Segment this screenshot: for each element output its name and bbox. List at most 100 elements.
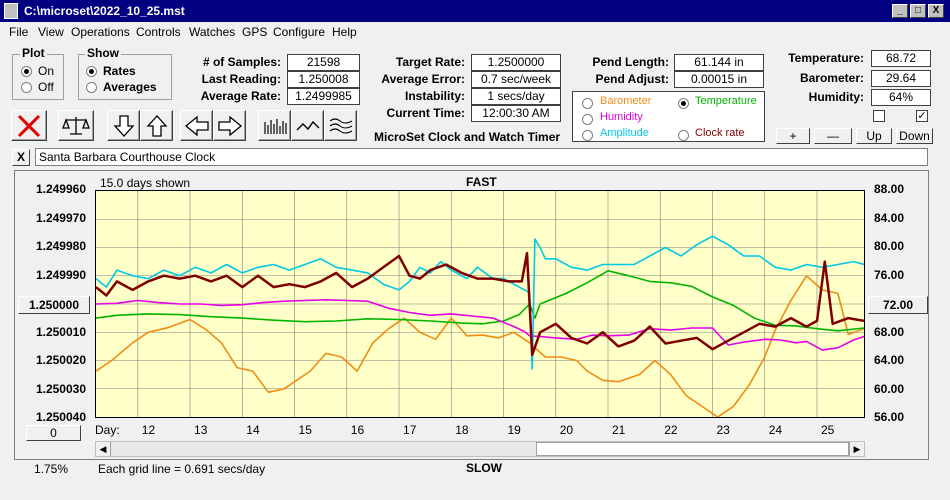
menu-watches[interactable]: Watches [189,25,236,39]
bar-plot-button[interactable] [258,110,291,141]
barometer-label: Barometer: [799,71,864,85]
bar-chart-icon [264,119,287,134]
line-chart-icon [296,120,320,131]
day-axis-label: Day: [95,423,120,437]
balance-button[interactable] [58,110,94,141]
right-arrow-button[interactable] [213,110,246,141]
scale-plus-button[interactable]: + [776,128,810,144]
x-axis-tick: 15 [298,423,312,437]
maximize-button[interactable]: □ [910,4,926,18]
menu-file[interactable]: File [9,25,29,39]
series-barometer [95,275,865,418]
x-axis-tick: 17 [403,423,417,437]
scale-minus-button[interactable]: — [814,128,852,144]
watch-name-field[interactable]: Santa Barbara Courthouse Clock [35,148,928,166]
wave-plot-button[interactable] [324,110,357,141]
scale-down-button[interactable]: Down [896,128,933,144]
close-button[interactable]: X [928,4,944,18]
slow-label: SLOW [466,461,502,475]
x-axis-tick: 21 [612,423,626,437]
pend-length-value: 61.144 in [674,54,764,71]
menu-gps[interactable]: GPS [242,25,268,39]
left-arrow-button[interactable] [180,110,213,141]
menu-help[interactable]: Help [332,25,357,39]
option-checkbox-2[interactable]: ✓ [916,110,928,122]
stop-button[interactable] [11,110,47,141]
left-axis-tick: 1.250020 [35,353,86,367]
down-arrow-button[interactable] [107,110,140,141]
clock-rate-radio[interactable] [678,130,689,141]
show-averages-radio[interactable] [86,82,97,93]
window-title: C:\microset\2022_10_25.mst [24,4,185,18]
instability-label: Instability: [404,89,465,103]
menu-configure[interactable]: Configure [273,25,326,39]
option-checkbox-1[interactable] [873,110,885,122]
x-axis-tick: 19 [507,423,521,437]
instability-value: 1 secs/day [471,88,561,105]
scroll-left-arrow-icon[interactable]: ◀ [96,442,111,456]
right-axis-tick: 84.00 [874,210,905,225]
show-averages-label: Averages [103,80,157,94]
scroll-right-arrow-icon[interactable]: ▶ [849,442,864,456]
right-axis-tick: 56.00 [874,410,905,424]
rate-chart [95,191,865,418]
up-arrow-button[interactable] [140,110,173,141]
red-x-icon [17,114,41,138]
left-axis-tick: 1.249970 [35,210,86,225]
right-arrow-icon [218,115,243,137]
offset-button[interactable]: 0 [26,425,81,441]
left-arrow-icon [184,115,209,137]
percent-readout: 1.75% [34,462,69,476]
menu-view[interactable]: View [38,25,64,39]
left-axis-tick: 1.249990 [35,267,86,282]
amplitude-option: Amplitude [600,127,649,139]
target-rate-value: 1.2500000 [471,54,561,71]
right-axis-center-button[interactable]: 72.00 [868,296,928,314]
time-scrollbar[interactable]: ◀ ▶ [95,441,865,457]
left-axis-center-button[interactable]: 1.250000 [18,296,90,314]
series-amplitude [95,235,865,370]
menu-controls[interactable]: Controls [136,25,181,39]
temperature-option: Temperature [695,95,757,107]
line-plot-button[interactable] [291,110,324,141]
grid-note: Each grid line = 0.691 secs/day [98,462,266,476]
barometer-radio[interactable] [582,98,593,109]
menu-operations[interactable]: Operations [71,25,130,39]
show-group-label: Show [85,46,121,60]
average-error-label: Average Error: [381,72,465,86]
left-axis-tick: 1.249980 [35,239,86,253]
x-axis-tick: 24 [768,423,783,437]
title-bar: C:\microset\2022_10_25.mst _ □ X [0,0,950,22]
fast-label: FAST [466,175,497,189]
up-arrow-icon [146,115,168,137]
amplitude-radio[interactable] [582,130,593,141]
series-clock-rate [95,251,865,357]
wave-icon [329,118,353,134]
scales-icon [62,117,90,135]
plot-off-radio[interactable] [21,82,32,93]
temperature-radio[interactable] [678,98,689,109]
chart-area [95,190,865,418]
barometer-value: 29.64 [871,70,931,87]
average-rate-label: Average Rate: [200,89,281,103]
average-error-value: 0.7 sec/week [471,71,561,88]
average-rate-value: 1.2499985 [287,88,360,105]
minimize-button[interactable]: _ [892,4,908,18]
down-arrow-icon [113,115,135,137]
samples-label: # of Samples: [202,55,281,69]
x-axis-tick: 23 [716,423,730,437]
left-axis-tick: 1.250040 [35,410,86,424]
x-axis-tick: 13 [194,423,208,437]
watch-close-button[interactable]: X [12,149,30,166]
app-icon [4,3,18,19]
humidity-radio[interactable] [582,114,593,125]
left-axis-tick: 1.250010 [35,324,86,339]
pend-length-label: Pend Length: [592,55,669,69]
temperature-value: 68.72 [871,50,931,67]
right-axis-tick: 60.00 [874,381,905,396]
scale-up-button[interactable]: Up [856,128,892,144]
scroll-thumb[interactable] [536,442,849,456]
plot-on-radio[interactable] [21,66,32,77]
menu-bar: File View Operations Controls Watches GP… [0,22,950,42]
show-rates-radio[interactable] [86,66,97,77]
